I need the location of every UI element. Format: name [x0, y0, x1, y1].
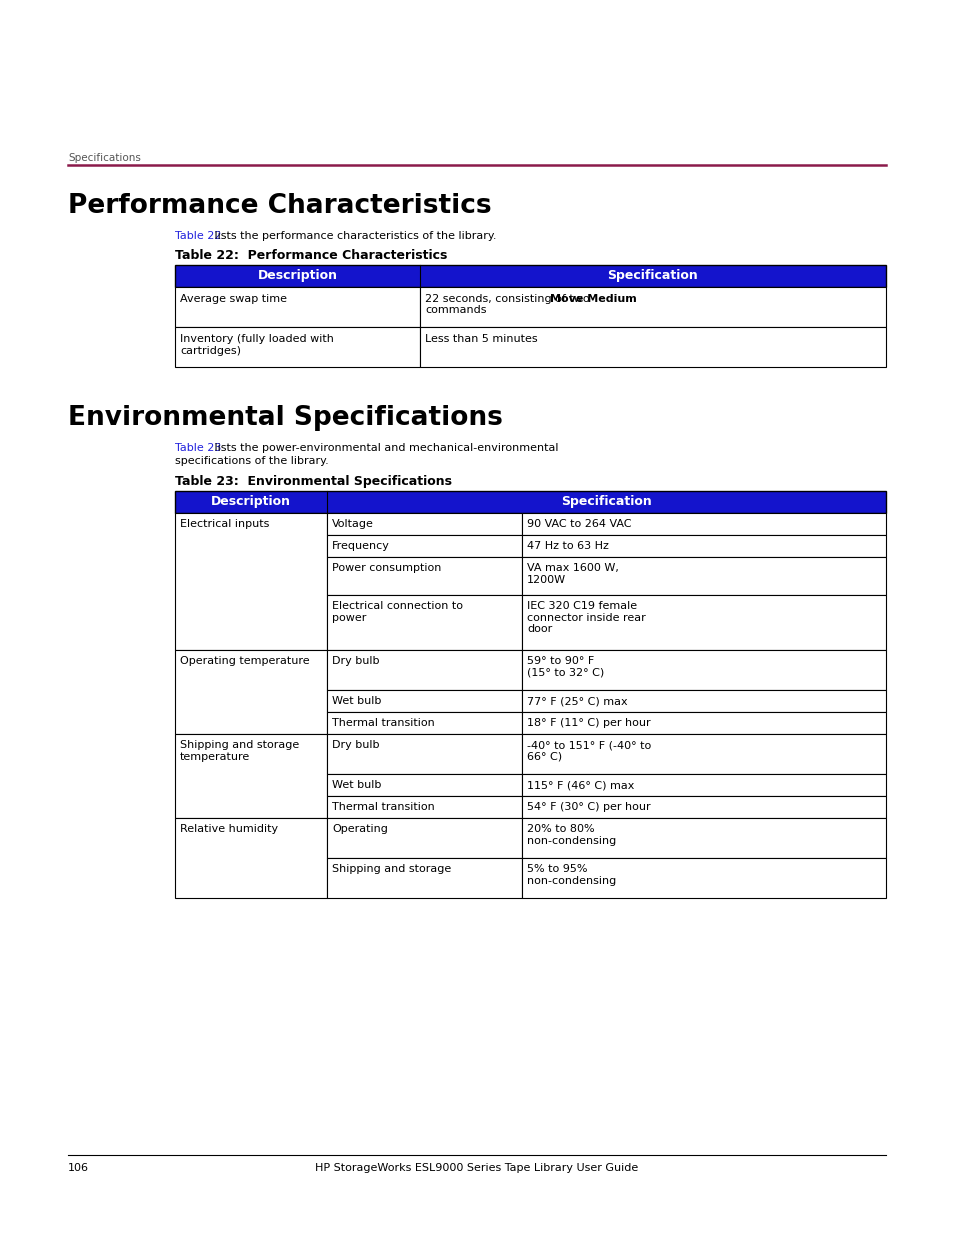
Text: Less than 5 minutes: Less than 5 minutes: [424, 333, 537, 345]
Text: 115° F (46° C) max: 115° F (46° C) max: [526, 781, 634, 790]
Bar: [521, 734, 885, 774]
Text: Specification: Specification: [607, 269, 698, 283]
Text: commands: commands: [424, 305, 486, 315]
Bar: [174, 650, 327, 734]
Text: 5% to 95%
non-condensing: 5% to 95% non-condensing: [526, 864, 616, 885]
Bar: [327, 513, 521, 535]
Bar: [174, 734, 327, 818]
Text: Wet bulb: Wet bulb: [332, 697, 381, 706]
Text: Dry bulb: Dry bulb: [332, 740, 379, 750]
Bar: [521, 513, 885, 535]
Text: Average swap time: Average swap time: [180, 294, 287, 304]
Text: Table 22:  Performance Characteristics: Table 22: Performance Characteristics: [174, 249, 447, 262]
Text: 47 Hz to 63 Hz: 47 Hz to 63 Hz: [526, 541, 608, 551]
Bar: [521, 690, 885, 713]
Text: specifications of the library.: specifications of the library.: [174, 456, 329, 466]
Text: Operating: Operating: [332, 824, 388, 834]
Bar: [327, 818, 521, 858]
Bar: [174, 513, 327, 650]
Bar: [521, 535, 885, 557]
Text: Table 23:  Environmental Specifications: Table 23: Environmental Specifications: [174, 475, 452, 488]
Bar: [521, 774, 885, 797]
Text: Shipping and storage: Shipping and storage: [332, 864, 451, 874]
Text: Description: Description: [211, 495, 291, 509]
Text: lists the power-environmental and mechanical-environmental: lists the power-environmental and mechan…: [212, 443, 558, 453]
Text: Specification: Specification: [560, 495, 651, 509]
Text: 20% to 80%
non-condensing: 20% to 80% non-condensing: [526, 824, 616, 846]
Text: Table 23: Table 23: [174, 443, 221, 453]
Text: lists the performance characteristics of the library.: lists the performance characteristics of…: [212, 231, 497, 241]
Text: Power consumption: Power consumption: [332, 563, 441, 573]
Bar: [327, 797, 521, 818]
Text: IEC 320 C19 female
connector inside rear
door: IEC 320 C19 female connector inside rear…: [526, 601, 645, 635]
Bar: [327, 535, 521, 557]
Bar: [419, 327, 885, 367]
Text: Specifications: Specifications: [68, 153, 141, 163]
Text: Dry bulb: Dry bulb: [332, 656, 379, 666]
Text: VA max 1600 W,
1200W: VA max 1600 W, 1200W: [526, 563, 618, 584]
Bar: [327, 690, 521, 713]
Bar: [327, 774, 521, 797]
Bar: [174, 492, 885, 513]
Text: Performance Characteristics: Performance Characteristics: [68, 193, 491, 219]
Text: Wet bulb: Wet bulb: [332, 781, 381, 790]
Bar: [174, 287, 419, 327]
Text: Voltage: Voltage: [332, 519, 374, 529]
Text: Move Medium: Move Medium: [550, 294, 637, 304]
Text: Relative humidity: Relative humidity: [180, 824, 278, 834]
Bar: [327, 734, 521, 774]
Text: Electrical inputs: Electrical inputs: [180, 519, 269, 529]
Bar: [521, 595, 885, 650]
Text: 22 seconds, consisting of two: 22 seconds, consisting of two: [424, 294, 593, 304]
Bar: [521, 650, 885, 690]
Bar: [327, 557, 521, 595]
Text: Table 22: Table 22: [174, 231, 221, 241]
Text: Shipping and storage
temperature: Shipping and storage temperature: [180, 740, 299, 762]
Text: 54° F (30° C) per hour: 54° F (30° C) per hour: [526, 802, 650, 811]
Bar: [521, 557, 885, 595]
Bar: [419, 287, 885, 327]
Bar: [174, 818, 327, 898]
Text: 18° F (11° C) per hour: 18° F (11° C) per hour: [526, 718, 650, 727]
Bar: [327, 595, 521, 650]
Text: Electrical connection to
power: Electrical connection to power: [332, 601, 462, 622]
Bar: [521, 797, 885, 818]
Bar: [174, 327, 419, 367]
Text: -40° to 151° F (-40° to
66° C): -40° to 151° F (-40° to 66° C): [526, 740, 651, 762]
Text: 77° F (25° C) max: 77° F (25° C) max: [526, 697, 627, 706]
Text: Description: Description: [257, 269, 337, 283]
Text: Inventory (fully loaded with
cartridges): Inventory (fully loaded with cartridges): [180, 333, 334, 356]
Text: Environmental Specifications: Environmental Specifications: [68, 405, 502, 431]
Text: HP StorageWorks ESL9000 Series Tape Library User Guide: HP StorageWorks ESL9000 Series Tape Libr…: [315, 1163, 638, 1173]
Bar: [521, 818, 885, 858]
Text: 90 VAC to 264 VAC: 90 VAC to 264 VAC: [526, 519, 631, 529]
Bar: [174, 266, 885, 287]
Bar: [327, 713, 521, 734]
Text: Thermal transition: Thermal transition: [332, 802, 435, 811]
Text: 59° to 90° F
(15° to 32° C): 59° to 90° F (15° to 32° C): [526, 656, 603, 678]
Text: Thermal transition: Thermal transition: [332, 718, 435, 727]
Bar: [521, 858, 885, 898]
Text: Frequency: Frequency: [332, 541, 390, 551]
Text: Operating temperature: Operating temperature: [180, 656, 310, 666]
Bar: [327, 858, 521, 898]
Bar: [521, 713, 885, 734]
Text: 106: 106: [68, 1163, 89, 1173]
Bar: [327, 650, 521, 690]
